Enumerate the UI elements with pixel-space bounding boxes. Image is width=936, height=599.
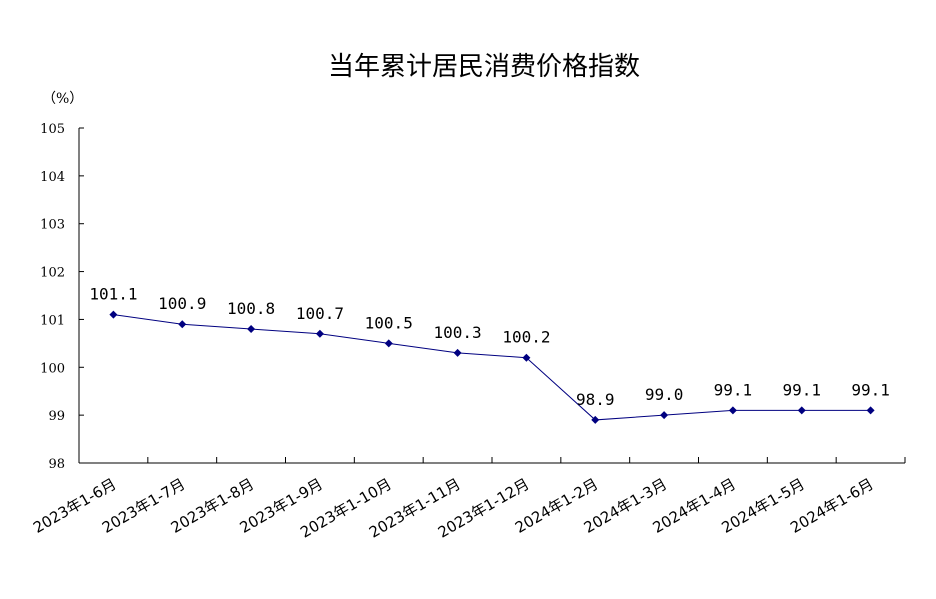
data-label: 100.7	[296, 304, 344, 323]
data-point-marker	[797, 406, 806, 415]
data-label: 100.5	[365, 313, 413, 332]
data-point-marker	[728, 406, 737, 415]
data-label: 101.1	[89, 285, 137, 304]
y-tick-label: 98	[48, 457, 65, 472]
y-tick-label: 101	[40, 313, 65, 328]
series	[109, 310, 875, 424]
y-tick-label: 105	[40, 122, 65, 137]
y-axis-ticks: 98 99 100 101 102 103 104 105	[40, 122, 84, 472]
data-point-marker	[109, 310, 118, 319]
data-point-marker	[453, 348, 462, 357]
data-point-marker	[522, 353, 531, 362]
series-line	[113, 314, 871, 421]
data-label: 100.8	[227, 299, 275, 318]
data-label: 100.9	[158, 294, 206, 313]
data-point-marker	[178, 320, 187, 329]
data-label: 100.2	[502, 328, 550, 347]
data-point-marker	[315, 329, 324, 338]
chart-title: 当年累计居民消费价格指数	[328, 52, 640, 82]
y-tick-label: 103	[40, 218, 65, 233]
data-label: 99.1	[851, 380, 890, 399]
y-tick-label: 100	[40, 361, 65, 376]
data-point-marker	[660, 411, 669, 420]
data-point-marker	[247, 325, 256, 333]
data-label: 99.1	[782, 380, 821, 399]
data-labels: 101.1 100.9 100.8 100.7 100.5 100.3 100.2 98.9 9…	[89, 285, 890, 409]
data-point-marker	[384, 339, 393, 348]
data-point-marker	[591, 415, 600, 424]
data-label: 99.0	[645, 385, 684, 404]
y-unit-label: （%）	[42, 91, 83, 107]
x-axis-ticks: 2023年1-6月2023年1-7月2023年1-8月2023年1-9月2023…	[30, 457, 906, 542]
data-label: 98.9	[576, 390, 615, 409]
data-point-marker	[866, 406, 875, 415]
y-tick-label: 99	[48, 409, 65, 424]
y-tick-label: 102	[40, 266, 65, 281]
data-label: 99.1	[714, 380, 753, 399]
y-tick-label: 104	[40, 170, 65, 185]
data-label: 100.3	[433, 323, 481, 342]
